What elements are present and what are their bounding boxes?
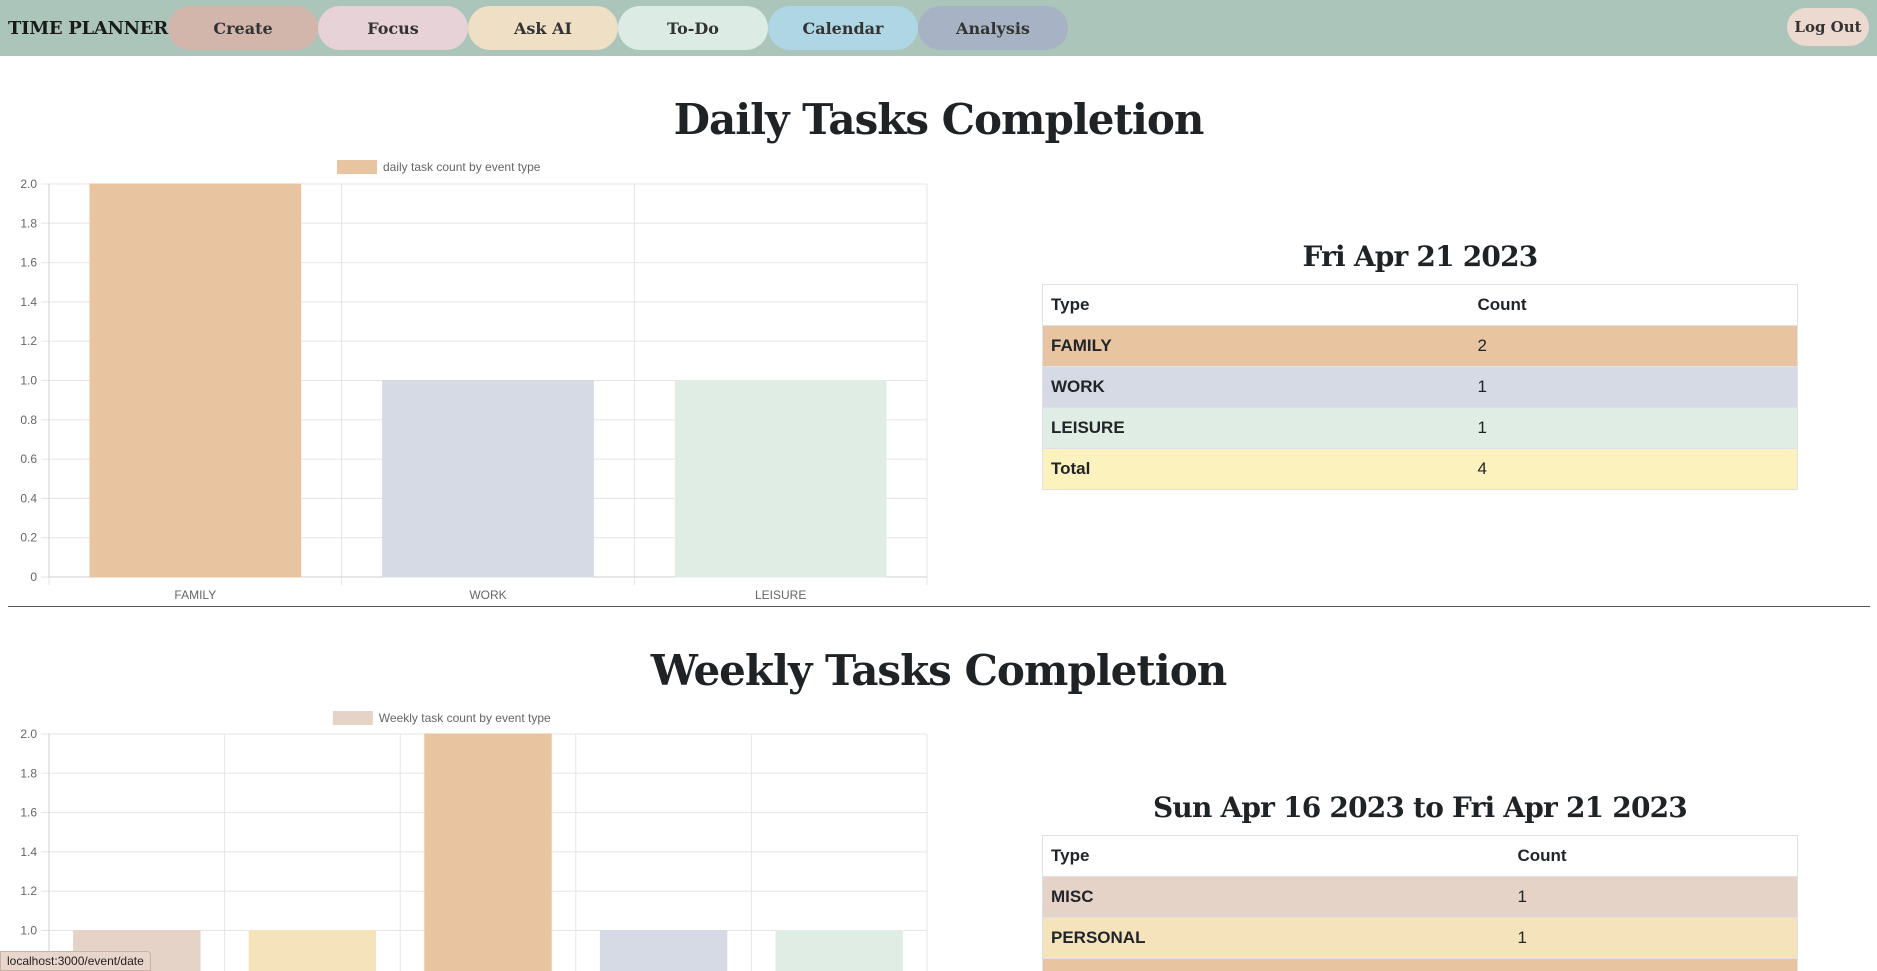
- row-count: 1: [1469, 407, 1798, 449]
- y-tick-label: 2.0: [20, 727, 37, 741]
- y-tick-label: 1.0: [20, 374, 37, 388]
- table-row: MISC 1: [1042, 876, 1798, 918]
- bar-family: [424, 733, 552, 971]
- bar-leisure: [674, 380, 887, 578]
- row-count: 1: [1469, 366, 1798, 408]
- row-type: FAMILY: [1042, 958, 1510, 971]
- y-tick-label: 1.8: [20, 216, 37, 230]
- weekly-date-title: Sun Apr 16 2023 to Fri Apr 21 2023: [1152, 791, 1688, 824]
- nav-ask-ai-button[interactable]: Ask AI: [468, 6, 618, 50]
- legend-label: Weekly task count by event type: [379, 711, 551, 725]
- weekly-bar-chart: Weekly task count by event type 1.0 1.2 1.4…: [20, 711, 928, 971]
- nav-calendar-button[interactable]: Calendar: [768, 6, 918, 50]
- table-row: Total 4: [1042, 448, 1798, 490]
- table-row: FAMILY 2: [1042, 325, 1798, 367]
- daily-count-table: Type Count FAMILY 2 WORK 1 LEISURE 1 Tot…: [1042, 284, 1798, 490]
- logout-button[interactable]: Log Out: [1787, 8, 1869, 46]
- y-tick-label: 1.8: [20, 766, 37, 780]
- row-type: MISC: [1042, 876, 1510, 918]
- daily-section-title: Daily Tasks Completion: [673, 95, 1205, 144]
- bar-personal: [248, 930, 377, 971]
- status-bar-url: localhost:3000/event/date: [0, 951, 151, 971]
- table-header-row: Type Count: [1042, 284, 1798, 326]
- y-tick-label: 1.4: [20, 295, 37, 309]
- table-header-count: Count: [1509, 835, 1798, 877]
- weekly-count-table: Type Count MISC 1 PERSONAL 1 FAMILY 2: [1042, 835, 1798, 971]
- daily-date-title: Fri Apr 21 2023: [1302, 240, 1539, 273]
- table-header-type: Type: [1042, 284, 1470, 326]
- legend-label: daily task count by event type: [383, 160, 541, 174]
- y-tick-label: 0.8: [20, 413, 37, 427]
- y-tick-label: 0.4: [20, 491, 37, 505]
- nav-analysis-button[interactable]: Analysis: [918, 6, 1068, 50]
- y-tick-label: 2.0: [20, 177, 37, 191]
- x-tick-label: WORK: [469, 588, 506, 602]
- row-type: Total: [1042, 448, 1470, 490]
- row-type: PERSONAL: [1042, 917, 1510, 959]
- nav-create-button[interactable]: Create: [168, 6, 318, 50]
- x-tick-label: FAMILY: [174, 588, 216, 602]
- table-row: PERSONAL 1: [1042, 917, 1798, 959]
- row-count: 2: [1469, 325, 1798, 367]
- y-tick-label: 0.2: [20, 531, 37, 545]
- table-header-type: Type: [1042, 835, 1510, 877]
- x-tick-label: LEISURE: [755, 588, 806, 602]
- y-tick-label: 1.6: [20, 256, 37, 270]
- daily-bar-chart: daily task count by event type 0 0.2 0.4 0.6…: [20, 160, 928, 602]
- row-type: FAMILY: [1042, 325, 1470, 367]
- chart-legend: Weekly task count by event type: [332, 711, 551, 725]
- row-count: 2: [1509, 958, 1798, 971]
- row-count: 1: [1509, 917, 1798, 959]
- legend-swatch: [332, 711, 373, 725]
- bar-work: [599, 930, 728, 971]
- table-header-row: Type Count: [1042, 835, 1798, 877]
- row-count: 1: [1509, 876, 1798, 918]
- row-type: LEISURE: [1042, 407, 1470, 449]
- row-count: 4: [1469, 448, 1798, 490]
- nav-focus-button[interactable]: Focus: [318, 6, 468, 50]
- brand-title: TIME PLANNER: [8, 17, 168, 39]
- bar-leisure: [775, 930, 903, 971]
- y-tick-label: 1.2: [20, 884, 37, 898]
- legend-swatch: [337, 160, 377, 174]
- y-tick-label: 1.4: [20, 845, 37, 859]
- y-tick-label: 1.2: [20, 334, 37, 348]
- weekly-section-title: Weekly Tasks Completion: [650, 646, 1228, 695]
- table-row: WORK 1: [1042, 366, 1798, 408]
- nav-todo-button[interactable]: To-Do: [618, 6, 768, 50]
- section-divider: [8, 606, 1870, 607]
- chart-legend: daily task count by event type: [337, 160, 541, 174]
- y-tick-label: 1.6: [20, 806, 37, 820]
- table-header-count: Count: [1469, 284, 1798, 326]
- bar-family: [89, 183, 302, 578]
- table-row: FAMILY 2: [1042, 958, 1798, 971]
- bar-work: [382, 380, 594, 578]
- y-tick-label: 1.0: [20, 924, 37, 938]
- row-type: WORK: [1042, 366, 1470, 408]
- table-row: LEISURE 1: [1042, 407, 1798, 449]
- y-tick-label: 0.6: [20, 452, 37, 466]
- navbar: TIME PLANNER Create Focus Ask AI To-Do C…: [0, 0, 1877, 56]
- y-tick-label: 0: [30, 570, 37, 584]
